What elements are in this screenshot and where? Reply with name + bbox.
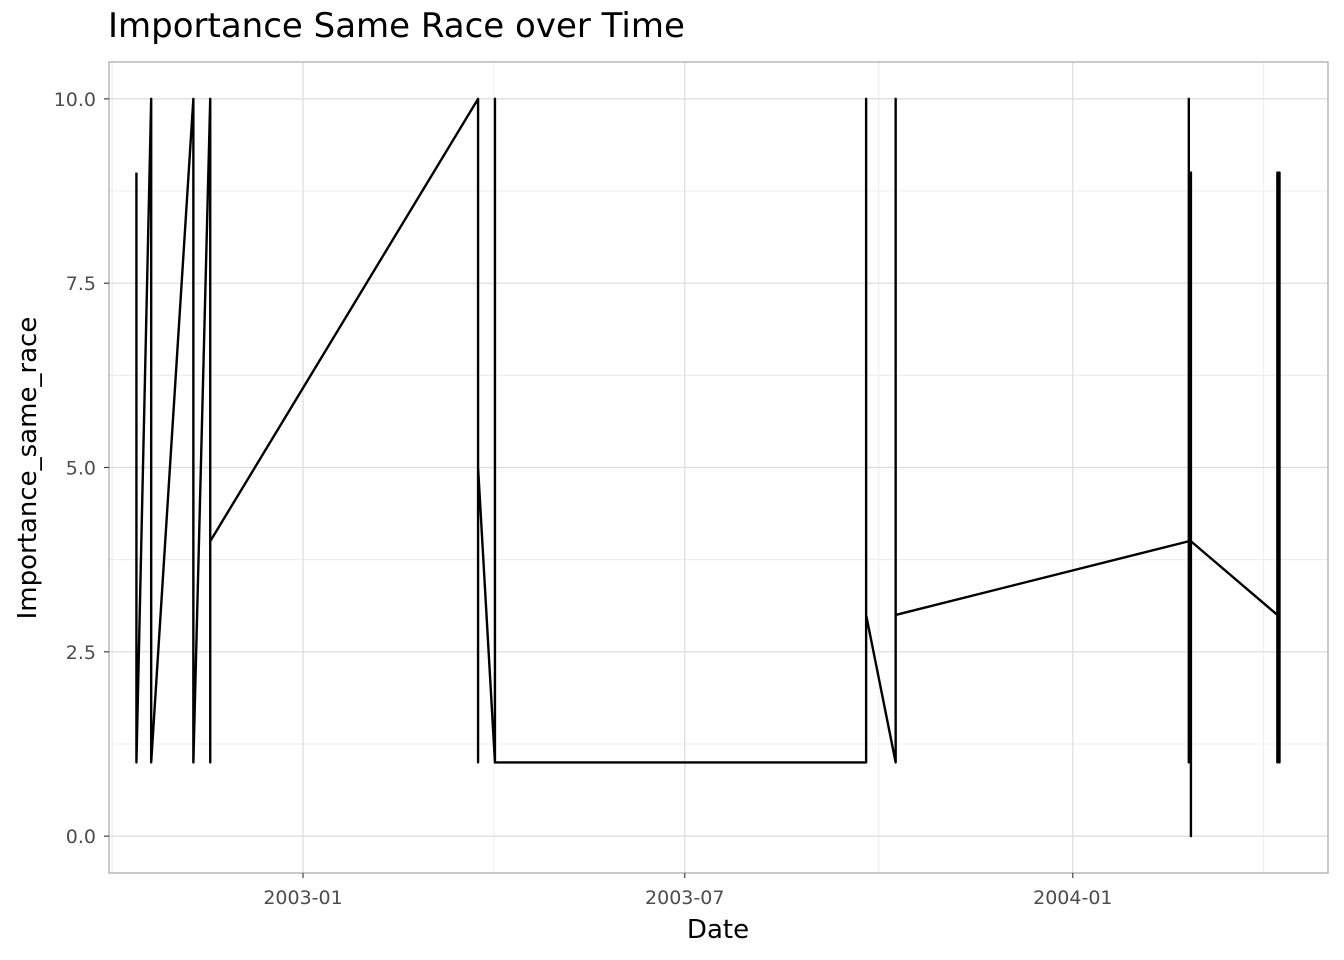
x-tick-label: 2003-01 bbox=[263, 887, 342, 909]
y-tick-label: 10.0 bbox=[54, 89, 96, 111]
y-tick-label: 7.5 bbox=[66, 273, 96, 295]
x-axis-title: Date bbox=[687, 915, 749, 945]
y-tick-label: 0.0 bbox=[66, 826, 96, 848]
y-axis-ticks: 0.0 2.5 5.0 7.5 10.0 bbox=[54, 89, 109, 848]
y-axis-title: Importance_same_race bbox=[13, 317, 43, 620]
x-tick-label: 2004-01 bbox=[1033, 887, 1112, 909]
series-line bbox=[135, 97, 1281, 838]
grid bbox=[109, 62, 1328, 873]
y-tick-label: 5.0 bbox=[66, 458, 96, 480]
chart-title: Importance Same Race over Time bbox=[108, 6, 685, 46]
x-axis-ticks: 2003-01 2003-07 2004-01 bbox=[263, 873, 1113, 909]
y-tick-label: 2.5 bbox=[66, 642, 96, 664]
series-lines bbox=[135, 97, 1281, 838]
x-tick-label: 2003-07 bbox=[645, 887, 724, 909]
